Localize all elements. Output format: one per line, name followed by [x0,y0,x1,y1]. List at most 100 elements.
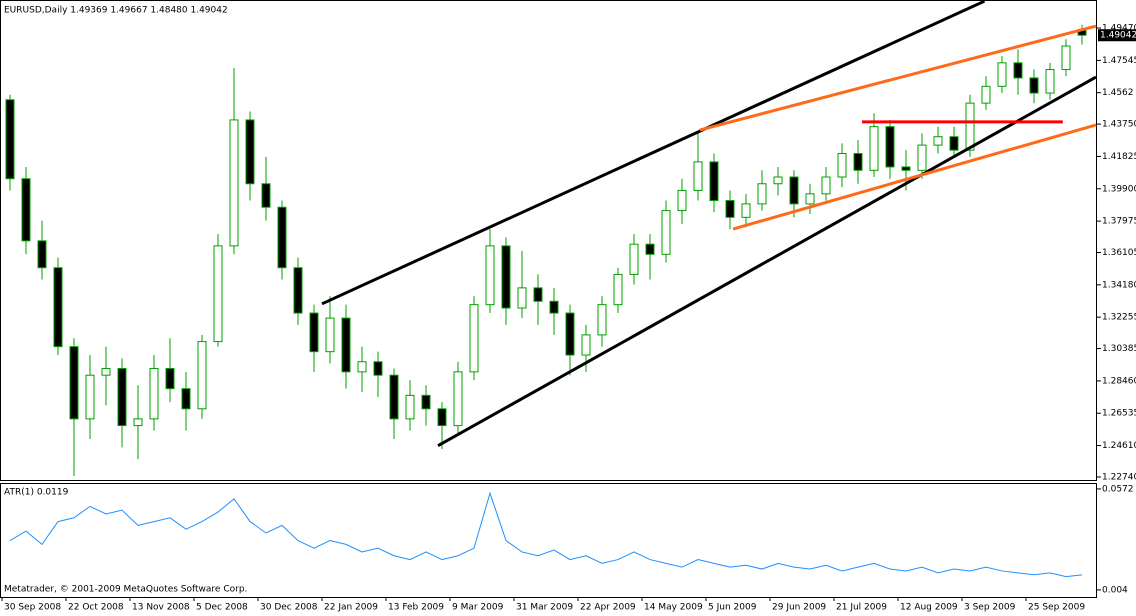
candle-body [725,200,735,218]
candle-body [165,367,175,390]
current-price-label: 1.49042 [1100,31,1136,41]
candle-body [693,161,703,191]
candle-body [805,193,815,205]
y-tick-label: 1.26535 [1102,409,1136,419]
trendline [732,123,1097,231]
candle-body [469,304,479,373]
chart-title: EURUSD,Daily 1.49369 1.49667 1.48480 1.4… [4,6,228,16]
candle-body [117,367,127,427]
candle-body [709,161,719,202]
x-tick-label: 13 Feb 2009 [388,603,444,613]
candle-body [325,317,335,353]
candle-body [789,176,799,205]
y-tick-label: 1.49470 [1102,24,1136,34]
candle-body [629,243,639,275]
x-tick-label: 22 Jan 2009 [324,603,378,613]
candle-body [645,243,655,255]
candle-body [597,304,607,336]
y-tick-label: 1.47545 [1102,56,1136,66]
y-tick-label: 0.0572 [1102,484,1134,494]
price-panel [0,0,1097,481]
y-tick-label: 1.34180 [1102,280,1136,290]
y-tick-label: 1.28460 [1102,376,1136,386]
x-tick-label: 12 Aug 2009 [900,603,958,613]
x-tick-label: 31 Mar 2009 [516,603,573,613]
y-tick-label: 1.32255 [1102,313,1136,323]
candle-body [549,300,559,314]
x-tick-label: 13 Nov 2008 [132,603,190,613]
candle-body [661,210,671,255]
candle-body [965,102,975,151]
candle-body [149,367,159,420]
marks [5,0,1097,578]
x-tick-label: 21 Jul 2009 [836,603,887,613]
candle-body [581,334,591,356]
candle-body [1045,69,1055,94]
candle-body [981,85,991,104]
candle-body [421,394,431,410]
trendline [437,75,1097,448]
candle-body [821,176,831,195]
x-tick-label: 30 Sep 2008 [4,603,61,613]
candle-body [389,374,399,420]
current-price-box [1098,29,1136,42]
candle-body [773,176,783,185]
x-tick-label: 5 Jun 2009 [708,603,757,613]
candle-body [85,374,95,420]
candle-body [37,240,47,269]
candle-body [1013,62,1023,79]
candle-body [21,178,31,242]
candle-body [501,245,511,309]
candle-body [229,119,239,247]
candle-body [277,206,287,269]
candle-body [405,394,415,420]
indicator-label: ATR(1) 0.0119 [4,488,69,498]
candle-body [869,126,879,171]
y-tick-label: 1.30385 [1102,344,1136,354]
x-tick-label: 30 Dec 2008 [260,603,318,613]
candle-body [533,287,543,302]
y-tick-label: 1.39900 [1102,184,1136,194]
candle-body [997,62,1007,87]
x-tick-label: 9 Mar 2009 [452,603,504,613]
candle-body [261,183,271,208]
candle-body [133,418,143,427]
y-tick-label: 1.22740 [1102,472,1136,482]
candle-body [453,371,463,427]
y-tick-label: 1.4562 [1102,88,1134,98]
candle-body [757,183,767,205]
trendline [321,0,986,306]
candle-body [901,166,911,171]
indicator-panel [0,483,1097,598]
candle-body [357,361,367,373]
candle-body [885,126,895,168]
y-tick-label: 1.37975 [1102,217,1136,227]
candle-body [933,136,943,146]
candle-body [53,267,63,348]
candle-body [101,367,111,376]
candle-body [917,144,927,171]
candle-body [373,361,383,376]
candle-body [677,189,687,212]
candle-body [341,317,351,373]
candle-body [5,99,15,180]
candle-body [485,245,495,306]
y-tick-label: 1.41825 [1102,152,1136,162]
y-tick-label: 1.24610 [1102,441,1136,451]
copyright: Metatrader, © 2001-2009 MetaQuotes Softw… [4,585,247,595]
x-tick-label: 3 Sep 2009 [964,603,1016,613]
candle-body [517,287,527,309]
candle-body [741,203,751,218]
x-tick-label: 14 May 2009 [644,603,703,613]
candle-body [565,312,575,356]
candle-body [213,245,223,343]
candle-body [181,388,191,410]
y-tick-label: 1.36105 [1102,248,1136,258]
candle-body [293,267,303,314]
candle-body [437,408,447,427]
x-tick-label: 5 Dec 2008 [196,603,248,613]
y-tick-label: 1.43750 [1102,120,1136,130]
